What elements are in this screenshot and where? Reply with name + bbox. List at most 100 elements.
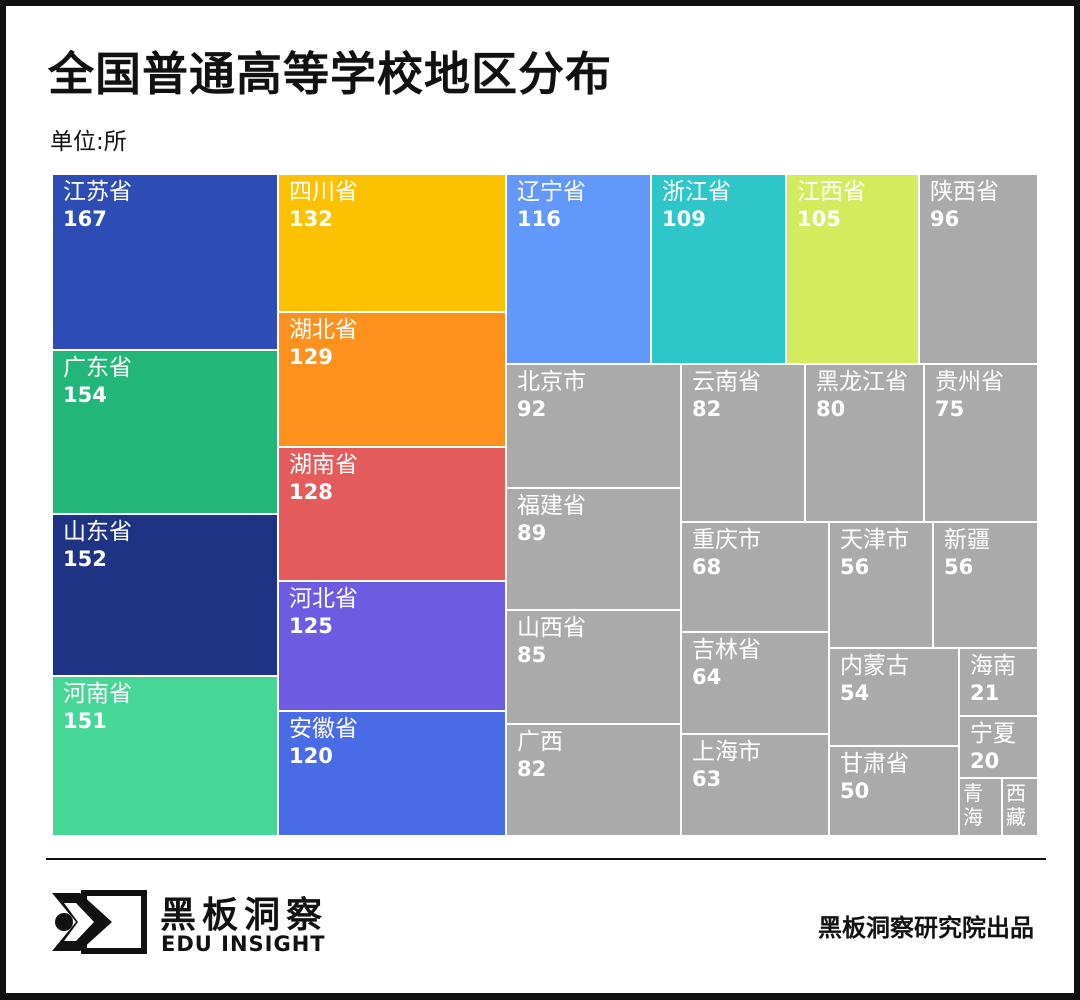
treemap-cell-value: 109 [662,207,706,231]
treemap-cell-value: 75 [935,397,965,421]
treemap-cell: 河北省 125 [278,581,506,711]
treemap-cell-value: 128 [289,480,333,504]
treemap-cell: 湖北省 129 [278,312,506,447]
treemap-cell-name: 安徽省 [289,716,358,742]
treemap-cell-value: 89 [517,521,547,545]
treemap-cell: 云南省 82 [681,364,805,522]
treemap-cell-value: 152 [63,547,107,571]
treemap-cell: 北京市 92 [506,364,681,488]
treemap-cell-value: 151 [63,709,107,733]
credit-text: 黑板洞察研究院出品 [818,914,1034,942]
treemap-cell-name: 四川省 [289,179,358,205]
treemap-cell: 河南省 151 [52,676,278,836]
treemap-cell-name: 重庆市 [692,527,761,553]
treemap-cell-value: 125 [289,614,333,638]
infographic-frame: 全国普通高等学校地区分布 单位:所 江苏省 167 广东省 154 山东省 152 河南省 1… [6,6,1074,993]
treemap-cell-name: 青海 [963,781,983,829]
chart-title: 全国普通高等学校地区分布 [48,47,612,101]
treemap-cell: 辽宁省 116 [506,174,651,364]
treemap-cell-name: 山西省 [517,615,586,641]
treemap-cell: 四川省 132 [278,174,506,312]
treemap-cell-value: 154 [63,383,107,407]
treemap-cell: 甘肃省 50 [829,746,959,836]
treemap-cell: 陕西省 96 [919,174,1038,364]
treemap-cell: 西藏 [1002,778,1038,836]
treemap-cell-name: 西藏 [1006,781,1026,829]
treemap-cell-value: 82 [692,397,722,421]
treemap-cell-value: 64 [692,665,722,689]
treemap-cell: 海南 21 [959,648,1038,716]
treemap-cell-value: 21 [970,681,1000,705]
treemap-cell: 湖南省 128 [278,447,506,581]
treemap-cell-name: 辽宁省 [517,179,586,205]
treemap-cell-name: 海南 [970,653,1016,679]
treemap-cell-name: 新疆 [944,527,990,553]
treemap-cell-value: 92 [517,397,547,421]
treemap-cell: 宁夏 20 [959,716,1038,778]
treemap-cell-name: 黑龙江省 [816,369,908,395]
treemap-cell-value: 129 [289,345,333,369]
brand-name-en: EDU INSIGHT [161,932,326,956]
treemap-cell-name: 河南省 [63,681,132,707]
treemap-cell-name: 上海市 [692,739,761,765]
treemap-cell-name: 云南省 [692,369,761,395]
treemap-cell: 青海 [959,778,1002,836]
treemap-cell-name: 贵州省 [935,369,1004,395]
treemap-cell-name: 广东省 [63,355,132,381]
treemap-cell: 贵州省 75 [924,364,1038,522]
treemap-cell: 福建省 89 [506,488,681,610]
treemap-cell-name: 福建省 [517,493,586,519]
treemap-cell-name: 天津市 [840,527,909,553]
treemap-cell-name: 浙江省 [662,179,731,205]
treemap-cell: 天津市 56 [829,522,933,648]
treemap-cell-name: 内蒙古 [840,653,909,679]
unit-label: 单位:所 [50,129,127,155]
treemap-cell-name: 山东省 [63,519,132,545]
footer-divider [46,858,1046,860]
treemap-cell: 新疆 56 [933,522,1038,648]
treemap-cell-name: 湖南省 [289,452,358,478]
treemap-cell-value: 167 [63,207,107,231]
treemap-cell-value: 132 [289,207,333,231]
treemap-cell: 广西 82 [506,724,681,836]
treemap-cell: 黑龙江省 80 [805,364,924,522]
treemap-cell-name: 吉林省 [692,637,761,663]
treemap-cell: 江苏省 167 [52,174,278,350]
treemap-cell-value: 120 [289,744,333,768]
treemap-cell-value: 105 [797,207,841,231]
treemap-cell-name: 北京市 [517,369,586,395]
treemap-cell: 浙江省 109 [651,174,786,364]
treemap-cell: 广东省 154 [52,350,278,514]
treemap: 江苏省 167 广东省 154 山东省 152 河南省 151 四川省 132 湖北省 129 湖南省 1… [52,174,1038,836]
treemap-cell-value: 80 [816,397,846,421]
treemap-cell-name: 湖北省 [289,317,358,343]
treemap-cell-value: 82 [517,757,547,781]
treemap-cell-name: 陕西省 [930,179,999,205]
treemap-cell-value: 56 [840,555,870,579]
treemap-cell: 山西省 85 [506,610,681,724]
treemap-cell: 安徽省 120 [278,711,506,836]
treemap-cell-value: 56 [944,555,974,579]
treemap-cell: 内蒙古 54 [829,648,959,746]
treemap-cell-name: 江苏省 [63,179,132,205]
treemap-cell: 上海市 63 [681,734,829,836]
treemap-cell-value: 96 [930,207,960,231]
treemap-cell: 重庆市 68 [681,522,829,632]
edu-insight-logo-icon [52,890,147,954]
treemap-cell-name: 江西省 [797,179,866,205]
treemap-cell-value: 68 [692,555,722,579]
treemap-cell-value: 54 [840,681,870,705]
treemap-cell: 吉林省 64 [681,632,829,734]
treemap-cell: 江西省 105 [786,174,919,364]
treemap-cell-name: 广西 [517,729,563,755]
treemap-cell-name: 河北省 [289,586,358,612]
treemap-cell: 山东省 152 [52,514,278,676]
treemap-cell-value: 85 [517,643,547,667]
treemap-cell-value: 50 [840,779,870,803]
treemap-cell-value: 63 [692,767,722,791]
brand-name-cn: 黑板洞察 [160,895,329,936]
treemap-cell-name: 甘肃省 [840,751,909,777]
treemap-cell-value: 116 [517,207,561,231]
treemap-cell-name: 宁夏 [970,721,1016,747]
treemap-cell-value: 20 [970,749,1000,773]
